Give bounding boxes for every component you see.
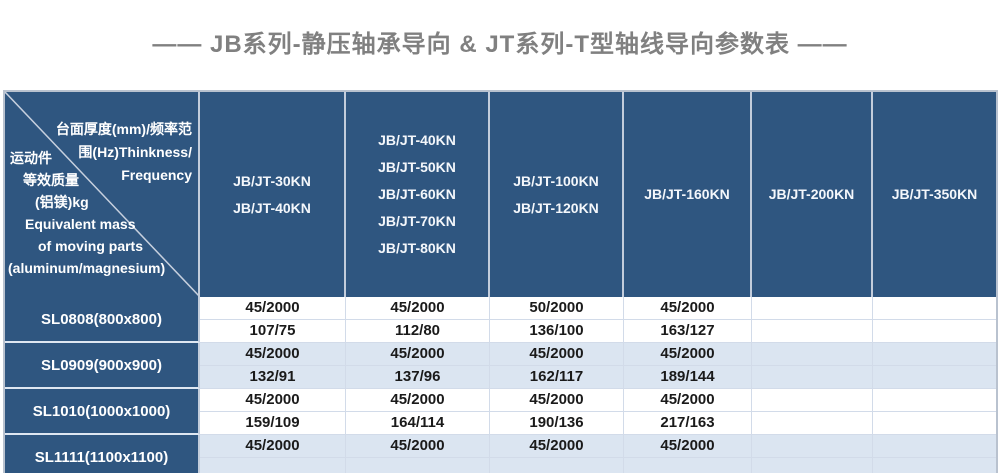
corner-header-cell: 台面厚度(mm)/频率范 围(Hz)Thinkness/ Frequency 运… <box>5 92 200 297</box>
value-cell <box>752 343 873 366</box>
corner-line: (铝镁)kg <box>35 194 89 210</box>
value-cell: 45/2000 <box>346 389 490 412</box>
corner-line: Frequency <box>121 167 192 183</box>
header-column-label: JB/JT-160KN <box>644 186 730 202</box>
row-label: SL1010(1000x1000) <box>5 389 200 435</box>
table-row-group: SL1010(1000x1000) 45/2000 45/2000 45/2000 45… <box>5 389 996 435</box>
header-column-label: JB/JT-50KN <box>378 159 456 175</box>
table-row: 45/2000 45/2000 50/2000 45/2000 <box>200 297 996 320</box>
value-cell <box>752 458 873 473</box>
corner-line: (aluminum/magnesium) <box>8 260 166 276</box>
value-cell: 45/2000 <box>200 435 346 458</box>
row-label: SL0909(900x900) <box>5 343 200 389</box>
value-cell: 45/2000 <box>624 297 752 320</box>
header-column: JB/JT-350KN <box>873 92 996 297</box>
value-cell <box>346 458 490 473</box>
corner-line: 等效质量 <box>23 172 79 188</box>
value-cell: 45/2000 <box>624 343 752 366</box>
value-cell: 45/2000 <box>346 343 490 366</box>
value-cell: 45/2000 <box>490 435 624 458</box>
header-column: JB/JT-160KN <box>624 92 752 297</box>
value-cell <box>873 435 996 458</box>
value-cell <box>752 412 873 435</box>
value-cell: 217/163 <box>624 412 752 435</box>
value-cell <box>490 458 624 473</box>
value-cell: 45/2000 <box>624 435 752 458</box>
value-cell: 162/117 <box>490 366 624 389</box>
value-cell <box>624 458 752 473</box>
value-cell <box>873 389 996 412</box>
table-row: 107/75 112/80 136/100 163/127 <box>200 320 996 343</box>
table-row: 45/2000 45/2000 45/2000 45/2000 <box>200 435 996 458</box>
table-row: 45/2000 45/2000 45/2000 45/2000 <box>200 389 996 412</box>
row-label: SL1111(1100x1100) <box>5 435 200 473</box>
value-cell <box>873 458 996 473</box>
value-cell: 50/2000 <box>490 297 624 320</box>
page-title: —— JB系列-静压轴承导向 & JT系列-T型轴线导向参数表 —— <box>152 31 848 58</box>
header-column-label: JB/JT-30KN <box>233 172 311 189</box>
value-cell <box>752 320 873 343</box>
value-cell <box>752 297 873 320</box>
value-cell <box>873 297 996 320</box>
table-row-group: SL0808(800x800) 45/2000 45/2000 50/2000 45/2… <box>5 297 996 343</box>
table-row-group: SL0909(900x900) 45/2000 45/2000 45/2000 45/2… <box>5 343 996 389</box>
value-cell <box>873 412 996 435</box>
value-cell <box>873 343 996 366</box>
parameter-table: 台面厚度(mm)/频率范 围(Hz)Thinkness/ Frequency 运… <box>3 90 998 473</box>
value-cell <box>752 389 873 412</box>
header-column-label: JB/JT-80KN <box>378 240 456 256</box>
value-cell: 163/127 <box>624 320 752 343</box>
value-cell: 132/91 <box>200 366 346 389</box>
corner-line: of moving parts <box>38 238 144 254</box>
table-row: 132/91 137/96 162/117 189/144 <box>200 366 996 389</box>
value-cell: 164/114 <box>346 412 490 435</box>
value-cell: 45/2000 <box>200 343 346 366</box>
header-column-label: JB/JT-100KN <box>513 172 599 189</box>
value-cell: 159/109 <box>200 412 346 435</box>
value-cell: 45/2000 <box>346 435 490 458</box>
value-cell: 107/75 <box>200 320 346 343</box>
value-cell <box>200 458 346 473</box>
header-column-label: JB/JT-350KN <box>891 186 978 202</box>
value-cell: 45/2000 <box>346 297 490 320</box>
corner-line: 台面厚度(mm)/频率范 <box>55 121 192 137</box>
diagonal-divider <box>5 92 198 296</box>
table-header-row: 台面厚度(mm)/频率范 围(Hz)Thinkness/ Frequency 运… <box>5 92 996 297</box>
value-cell: 45/2000 <box>200 389 346 412</box>
value-cell: 45/2000 <box>490 389 624 412</box>
value-cell <box>752 366 873 389</box>
table-row: 45/2000 45/2000 45/2000 45/2000 <box>200 343 996 366</box>
table-body: SL0808(800x800) 45/2000 45/2000 50/2000 45/2… <box>5 297 996 473</box>
table-row-group: SL1111(1100x1100) 45/2000 45/2000 45/2000 45… <box>5 435 996 473</box>
corner-line: Equivalent mass <box>25 216 136 232</box>
value-cell: 45/2000 <box>490 343 624 366</box>
header-column-label: JB/JT-200KN <box>768 186 855 202</box>
value-cell: 136/100 <box>490 320 624 343</box>
header-column: JB/JT-40KN JB/JT-50KN JB/JT-60KN JB/JT-70KN… <box>346 92 490 297</box>
corner-bottom-left-text: 运动件 等效质量 (铝镁)kg Equivalent mass of movin… <box>5 147 198 279</box>
value-cell: 189/144 <box>624 366 752 389</box>
value-cell <box>873 320 996 343</box>
header-column: JB/JT-200KN <box>752 92 873 297</box>
header-column-label: JB/JT-120KN <box>513 199 599 216</box>
corner-line: 运动件 <box>10 150 52 166</box>
value-cell: 45/2000 <box>200 297 346 320</box>
corner-line: 围(Hz)Thinkness/ <box>78 144 192 160</box>
value-cell: 137/96 <box>346 366 490 389</box>
value-cell <box>752 435 873 458</box>
value-cell: 45/2000 <box>624 389 752 412</box>
table-row <box>200 458 996 473</box>
header-column: JB/JT-100KN JB/JT-120KN <box>490 92 624 297</box>
header-column-label: JB/JT-40KN <box>233 199 311 216</box>
header-column-label: JB/JT-70KN <box>378 213 456 229</box>
header-column: JB/JT-30KN JB/JT-40KN <box>200 92 346 297</box>
header-column-label: JB/JT-60KN <box>378 186 456 202</box>
value-cell: 112/80 <box>346 320 490 343</box>
row-label: SL0808(800x800) <box>5 297 200 343</box>
corner-top-right-text: 台面厚度(mm)/频率范 围(Hz)Thinkness/ Frequency <box>45 118 192 187</box>
value-cell <box>873 366 996 389</box>
table-row: 159/109 164/114 190/136 217/163 <box>200 412 996 435</box>
header-column-label: JB/JT-40KN <box>378 132 456 148</box>
value-cell: 190/136 <box>490 412 624 435</box>
